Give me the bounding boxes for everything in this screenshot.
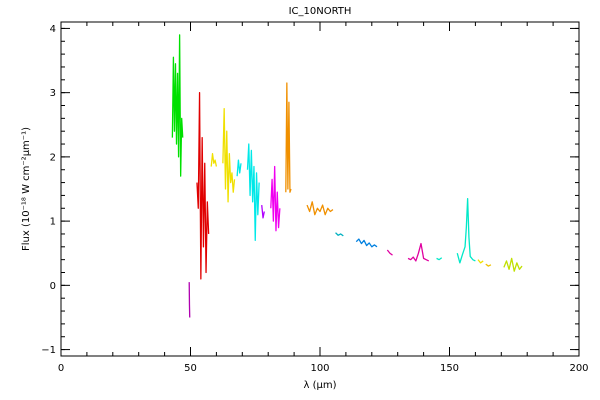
spectrum-segment-8 bbox=[261, 204, 265, 219]
y-tick-label: 2 bbox=[50, 152, 56, 163]
spectrum-segment-5 bbox=[222, 108, 236, 203]
spectrum-segment-11 bbox=[306, 201, 334, 216]
x-tick-label: 100 bbox=[310, 363, 329, 374]
y-tick-label: 3 bbox=[50, 88, 56, 99]
spectrum-segment-12 bbox=[335, 232, 344, 237]
y-tick-label: 0 bbox=[50, 281, 56, 292]
x-tick-label: 50 bbox=[184, 363, 197, 374]
spectrum-segment-15 bbox=[407, 242, 430, 262]
x-tick-label: 150 bbox=[440, 363, 459, 374]
spectrum-segment-1 bbox=[171, 34, 184, 177]
axis-ticks bbox=[60, 22, 580, 356]
spectrum-segment-10 bbox=[285, 82, 292, 193]
series-group bbox=[171, 34, 523, 318]
spectrum-segment-9 bbox=[270, 165, 281, 232]
chart-title: IC_10NORTH bbox=[289, 6, 352, 17]
spectrum-segment-17 bbox=[456, 197, 476, 264]
spectrum-segment-14 bbox=[386, 249, 393, 256]
x-tick-label: 200 bbox=[569, 363, 588, 374]
spectrum-segment-2 bbox=[188, 282, 191, 318]
spectrum-segment-13 bbox=[355, 238, 378, 248]
y-axis-label: Flux (10⁻¹⁸ W cm⁻²μm⁻¹) bbox=[21, 127, 32, 251]
spectrum-segment-18 bbox=[477, 259, 484, 264]
plot-frame bbox=[60, 21, 580, 357]
spectrum-segment-20 bbox=[503, 257, 523, 272]
y-tick-label: 4 bbox=[50, 24, 56, 35]
spectrum-segment-16 bbox=[436, 257, 443, 261]
y-tick-label: 1 bbox=[50, 217, 56, 228]
x-tick-labels: 0 50 100 150 200 bbox=[58, 363, 589, 374]
spectrum-segment-19 bbox=[485, 263, 492, 267]
spectrum-segment-6 bbox=[236, 159, 242, 177]
y-tick-labels: −1 0 1 2 3 4 bbox=[41, 24, 56, 356]
spectrum-segment-3 bbox=[196, 92, 210, 280]
y-tick-label: −1 bbox=[41, 345, 56, 356]
x-axis-label: λ (μm) bbox=[303, 380, 336, 391]
spectrum-segment-7 bbox=[246, 143, 260, 242]
spectrum-segment-4 bbox=[210, 153, 218, 167]
x-tick-label: 0 bbox=[58, 363, 64, 374]
